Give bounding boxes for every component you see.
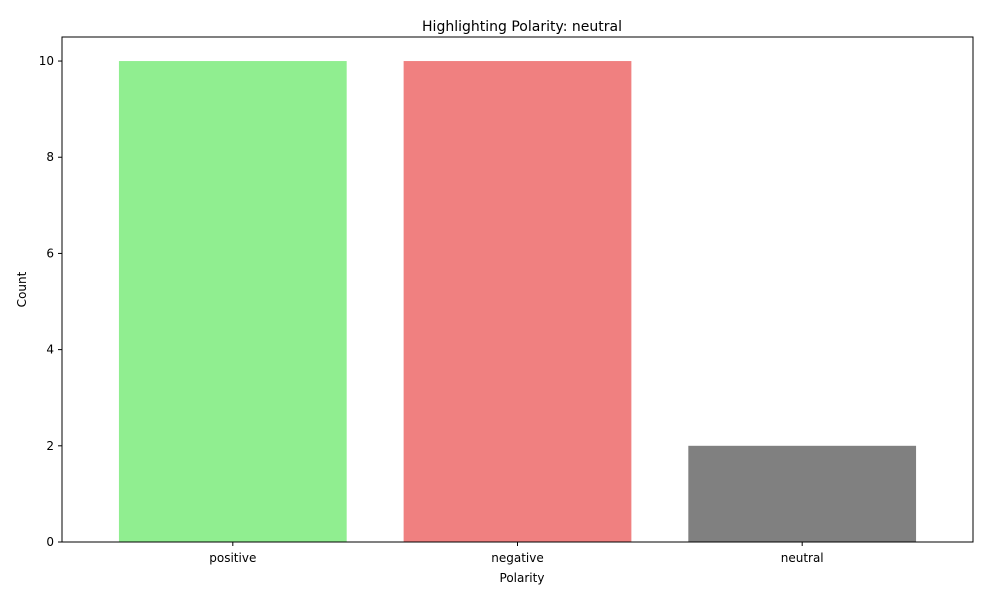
- y-axis-title: Count: [15, 271, 29, 307]
- x-axis-title: Polarity: [500, 571, 545, 585]
- bar-neutral: [688, 445, 917, 542]
- x-axis-ticks: positive negative neutral: [209, 542, 824, 565]
- bars-group: [118, 61, 917, 543]
- plot-area-frame: [61, 36, 974, 543]
- x-tick-label: negative: [491, 551, 543, 565]
- y-tick-label: 0: [46, 535, 54, 549]
- y-tick-label: 6: [46, 246, 54, 260]
- y-tick-label: 2: [46, 439, 54, 453]
- y-tick-label: 10: [39, 54, 54, 68]
- x-tick-label: neutral: [781, 551, 824, 565]
- bar-positive: [118, 61, 347, 543]
- y-axis-ticks: 0 2 4 6 8 10: [39, 54, 62, 549]
- x-tick-label: positive: [209, 551, 256, 565]
- bar-negative: [403, 61, 632, 543]
- y-tick-label: 8: [46, 150, 54, 164]
- y-tick-label: 4: [46, 343, 54, 357]
- chart-title: Highlighting Polarity: neutral: [422, 19, 622, 35]
